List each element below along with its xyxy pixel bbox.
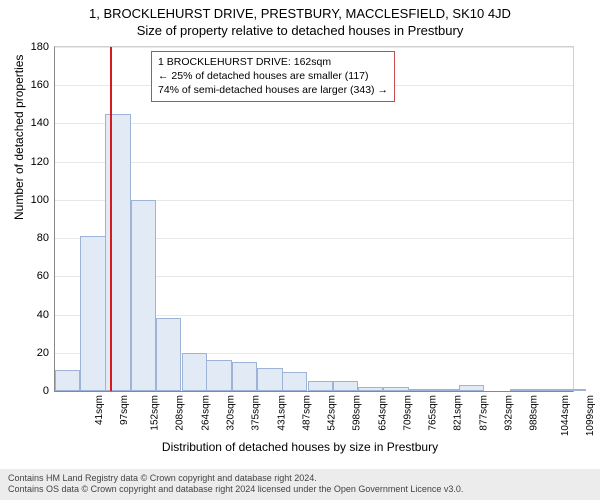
x-tick-label: 208sqm bbox=[175, 395, 186, 431]
chart-title-sub: Size of property relative to detached ho… bbox=[0, 21, 600, 38]
histogram-bar bbox=[206, 360, 231, 391]
y-tick-label: 140 bbox=[31, 117, 49, 129]
histogram-bar bbox=[182, 353, 207, 391]
x-tick-label: 1044sqm bbox=[560, 395, 571, 436]
y-tick-label: 60 bbox=[37, 270, 49, 282]
histogram-bar bbox=[55, 370, 80, 391]
x-axis-label: Distribution of detached houses by size … bbox=[0, 440, 600, 454]
x-tick-label: 152sqm bbox=[150, 395, 161, 431]
histogram-bar bbox=[510, 389, 535, 391]
histogram-bar bbox=[333, 381, 358, 391]
x-tick-label: 1099sqm bbox=[585, 395, 596, 436]
y-axis-label: Number of detached properties bbox=[12, 55, 26, 220]
x-tick-label: 41sqm bbox=[94, 395, 105, 425]
histogram-bar bbox=[131, 200, 156, 391]
x-tick-label: 821sqm bbox=[453, 395, 464, 431]
y-tick-label: 80 bbox=[37, 232, 49, 244]
x-tick-label: 542sqm bbox=[326, 395, 337, 431]
x-tick-label: 598sqm bbox=[352, 395, 363, 431]
histogram-bar bbox=[80, 236, 105, 391]
annotation-line-1: 1 BROCKLEHURST DRIVE: 162sqm bbox=[158, 55, 388, 69]
histogram-bar bbox=[383, 387, 408, 391]
x-tick-label: 431sqm bbox=[276, 395, 287, 431]
footer-line-1: Contains HM Land Registry data © Crown c… bbox=[8, 473, 592, 485]
annotation-box: 1 BROCKLEHURST DRIVE: 162sqm← 25% of det… bbox=[151, 51, 395, 102]
histogram-bar bbox=[560, 389, 585, 391]
histogram-bar bbox=[232, 362, 257, 391]
x-tick-label: 264sqm bbox=[200, 395, 211, 431]
annotation-line-3: 74% of semi-detached houses are larger (… bbox=[158, 83, 388, 97]
x-tick-label: 709sqm bbox=[402, 395, 413, 431]
y-tick-label: 40 bbox=[37, 309, 49, 321]
marker-line bbox=[110, 47, 112, 391]
histogram-bar bbox=[358, 387, 383, 391]
footer-line-2: Contains OS data © Crown copyright and d… bbox=[8, 484, 592, 496]
histogram-bar bbox=[282, 372, 307, 391]
x-tick-label: 375sqm bbox=[251, 395, 262, 431]
y-tick-label: 100 bbox=[31, 194, 49, 206]
x-tick-label: 765sqm bbox=[428, 395, 439, 431]
histogram-bar bbox=[257, 368, 282, 391]
histogram-bar bbox=[535, 389, 560, 391]
x-tick-label: 97sqm bbox=[119, 395, 130, 425]
y-tick-label: 180 bbox=[31, 41, 49, 53]
histogram-bar bbox=[459, 385, 484, 391]
chart-plot-area: 02040608010012014016018041sqm97sqm152sqm… bbox=[54, 46, 574, 392]
x-tick-label: 654sqm bbox=[377, 395, 388, 431]
histogram-bar bbox=[434, 389, 459, 391]
footer-attribution: Contains HM Land Registry data © Crown c… bbox=[0, 469, 600, 500]
y-tick-label: 0 bbox=[43, 385, 49, 397]
chart-title-main: 1, BROCKLEHURST DRIVE, PRESTBURY, MACCLE… bbox=[0, 0, 600, 21]
gridline bbox=[55, 47, 573, 48]
histogram-bar bbox=[308, 381, 333, 391]
x-tick-label: 487sqm bbox=[302, 395, 313, 431]
histogram-bar bbox=[156, 318, 181, 391]
x-tick-label: 877sqm bbox=[478, 395, 489, 431]
x-tick-label: 932sqm bbox=[503, 395, 514, 431]
y-tick-label: 120 bbox=[31, 156, 49, 168]
annotation-line-2: ← 25% of detached houses are smaller (11… bbox=[158, 69, 388, 83]
gridline bbox=[55, 123, 573, 124]
histogram-bar bbox=[409, 389, 434, 391]
y-tick-label: 20 bbox=[37, 347, 49, 359]
gridline bbox=[55, 162, 573, 163]
y-tick-label: 160 bbox=[31, 79, 49, 91]
x-tick-label: 320sqm bbox=[226, 395, 237, 431]
x-tick-label: 988sqm bbox=[529, 395, 540, 431]
